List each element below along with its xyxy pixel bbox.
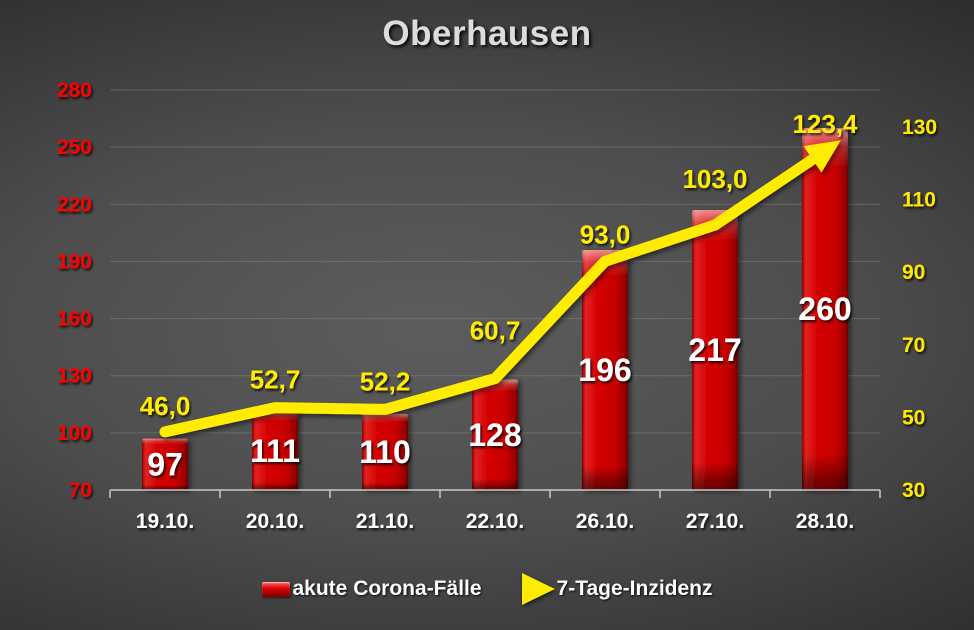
axes: 70 100 130 160 190 220 250 280 30 50 70 90 110 130 19.… bbox=[57, 79, 937, 533]
line-arrowhead-icon bbox=[803, 140, 841, 173]
bar-bevel bbox=[142, 438, 188, 490]
bar-value-label: 111 bbox=[250, 433, 300, 469]
bar-bevel bbox=[692, 210, 738, 490]
x-axis-category-label: 20.10. bbox=[246, 510, 304, 533]
line-series bbox=[159, 140, 841, 438]
right-axis-tick-label: 130 bbox=[902, 116, 937, 139]
left-axis-tick-label: 100 bbox=[57, 422, 92, 445]
chart-title: Oberhausen bbox=[382, 14, 592, 53]
bar-value-label: 97 bbox=[147, 446, 183, 482]
line-value-labels: 46,0 52,7 52,2 60,7 93,0 103,0 123,4 bbox=[140, 109, 858, 421]
x-axis-category-label: 27.10. bbox=[686, 510, 744, 533]
gridlines bbox=[110, 89, 880, 434]
x-axis-category-label: 26.10. bbox=[576, 510, 634, 533]
right-axis-tick-label: 90 bbox=[902, 261, 925, 284]
bar-bevel bbox=[802, 128, 848, 490]
line-value-label: 103,0 bbox=[682, 164, 747, 194]
right-axis-tick-label: 70 bbox=[902, 334, 925, 357]
bar-bevel bbox=[252, 411, 298, 490]
line-value-label: 93,0 bbox=[580, 219, 631, 249]
line-value-label: 52,7 bbox=[250, 365, 301, 395]
legend-line-arrow-icon bbox=[521, 573, 555, 605]
bar-value-labels: 97 111 110 128 196 217 260 bbox=[147, 291, 851, 482]
x-axis-category-label: 19.10. bbox=[136, 510, 194, 533]
bar-bevel bbox=[582, 250, 628, 490]
bar-value-label: 260 bbox=[798, 291, 851, 327]
left-axis-tick-label: 220 bbox=[57, 193, 92, 216]
left-axis-tick-label: 70 bbox=[69, 479, 92, 502]
bar-value-label: 128 bbox=[468, 417, 521, 453]
x-axis-category-label: 28.10. bbox=[796, 510, 854, 533]
bar-value-label: 217 bbox=[688, 332, 741, 368]
left-axis-tick-label: 280 bbox=[57, 79, 92, 102]
legend-line-label: 7-Tage-Inzidenz bbox=[556, 577, 713, 600]
line-value-label: 60,7 bbox=[470, 316, 521, 346]
line-value-label: 52,2 bbox=[360, 366, 411, 396]
line-value-label: 46,0 bbox=[140, 391, 191, 421]
left-axis-tick-label: 250 bbox=[57, 136, 92, 159]
bar-value-label: 110 bbox=[359, 434, 411, 470]
x-axis-category-label: 22.10. bbox=[466, 510, 524, 533]
line-value-label: 123,4 bbox=[792, 109, 858, 139]
right-axis-tick-label: 30 bbox=[902, 479, 925, 502]
incidence-line bbox=[159, 149, 824, 438]
x-axis-category-label: 21.10. bbox=[356, 510, 414, 533]
right-axis-tick-label: 110 bbox=[902, 189, 936, 212]
bar-series bbox=[142, 128, 848, 490]
legend-bar-swatch-icon bbox=[261, 581, 290, 597]
right-axis-tick-label: 50 bbox=[902, 406, 925, 429]
left-axis-tick-label: 130 bbox=[57, 365, 92, 388]
bar-value-label: 196 bbox=[578, 352, 631, 388]
bar-bevel bbox=[362, 413, 408, 490]
legend: akute Corona-Fälle 7-Tage-Inzidenz bbox=[0, 570, 974, 608]
legend-bar-label: akute Corona-Fälle bbox=[292, 577, 482, 600]
bar-bevel bbox=[472, 379, 518, 490]
left-axis-tick-label: 160 bbox=[57, 308, 92, 331]
left-axis-tick-label: 190 bbox=[57, 250, 92, 273]
